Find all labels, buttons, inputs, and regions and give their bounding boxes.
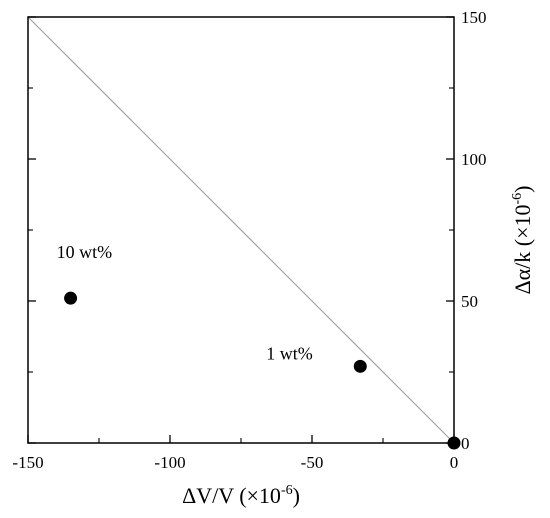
data-point	[353, 359, 367, 373]
x-axis-title-exponent: -6	[281, 483, 293, 498]
minor-ticks	[28, 87, 454, 443]
y-tick-label: 50	[461, 292, 478, 311]
data-points	[64, 291, 461, 450]
x-tick-label: 0	[450, 453, 459, 472]
x-axis-title-close: )	[293, 483, 300, 508]
y-tick-label: 150	[461, 8, 487, 27]
x-tick-label: -50	[301, 453, 324, 472]
x-tick-label: -100	[154, 453, 185, 472]
y-tick-labels: 0 50 100 150	[461, 8, 487, 453]
x-tick-label: -150	[12, 453, 43, 472]
point-label: 1 wt%	[266, 343, 313, 363]
y-axis-title-main: Δα/k (×10	[510, 204, 535, 294]
reference-diagonal-line	[27, 16, 455, 444]
x-axis-title: ΔV/V (×10-6)	[182, 483, 300, 508]
x-tick-labels: -150 -100 -50 0	[12, 453, 458, 472]
data-point	[64, 291, 78, 305]
data-point	[447, 436, 461, 450]
y-tick-label: 0	[461, 434, 470, 453]
x-axis-title-main: ΔV/V (×10	[182, 483, 281, 508]
y-axis-title: Δα/k (×10-6)	[510, 185, 535, 294]
y-axis-title-close: )	[510, 185, 535, 192]
point-label: 10 wt%	[57, 242, 113, 262]
y-axis-title-exponent: -6	[510, 193, 525, 205]
plot-frame	[27, 16, 455, 444]
y-tick-label: 100	[461, 150, 487, 169]
point-annotations: 10 wt% 1 wt%	[57, 242, 313, 363]
